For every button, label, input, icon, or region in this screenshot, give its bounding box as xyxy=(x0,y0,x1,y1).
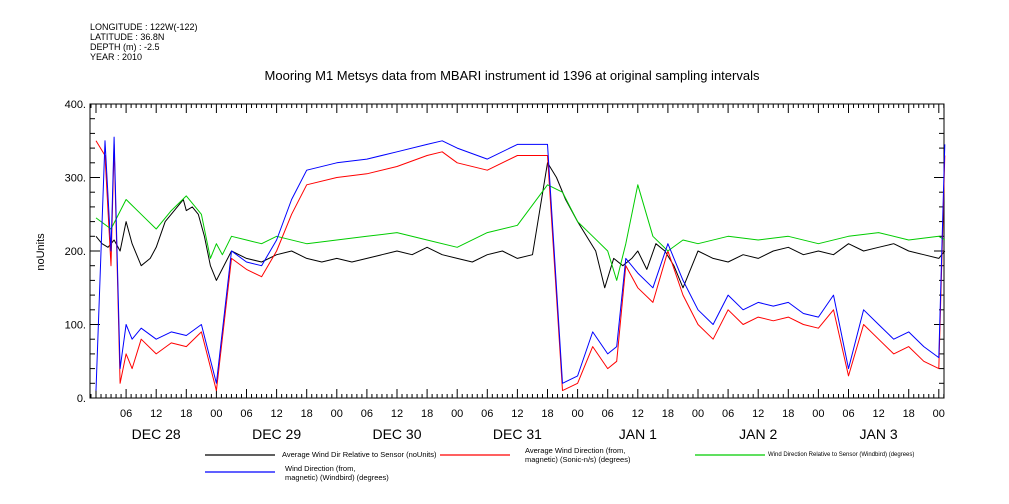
x-tick-label: 12 xyxy=(511,408,523,420)
series-line-0 xyxy=(95,162,946,289)
x-tick-label: 12 xyxy=(872,408,884,420)
x-tick-label: 00 xyxy=(692,408,704,420)
longitude-label: LONGITUDE : 122W(-122) xyxy=(90,22,198,32)
legend-label-green: Wind Direction Relative to Sensor (Windb… xyxy=(768,452,914,458)
day-label: DEC 29 xyxy=(252,426,301,442)
year-label: YEAR : 2010 xyxy=(90,52,142,62)
x-tick-label: 12 xyxy=(150,408,162,420)
x-tick-label: 06 xyxy=(120,408,132,420)
latitude-label: LATITUDE : 36.8N xyxy=(90,32,164,42)
y-axis: 0. 100. 200. 300. 400. xyxy=(65,99,944,405)
x-tick-label: 06 xyxy=(481,408,493,420)
day-label: DEC 30 xyxy=(372,426,421,442)
x-tick-label: 18 xyxy=(903,408,915,420)
x-axis: 06 12 18 00 06 12 18 00 06 12 18 00 06 12 18 00 06 12 18 00… xyxy=(90,104,945,442)
x-tick-label: 00 xyxy=(210,408,222,420)
x-tick-label: 18 xyxy=(301,408,313,420)
x-tick-label: 12 xyxy=(752,408,764,420)
day-label: DEC 28 xyxy=(132,426,181,442)
x-tick-label: 06 xyxy=(602,408,614,420)
series-line-2 xyxy=(95,184,946,281)
plot-frame xyxy=(89,103,945,399)
y-tick-label: 300. xyxy=(65,173,86,185)
x-tick-label: 06 xyxy=(240,408,252,420)
x-tick-label: 18 xyxy=(421,408,433,420)
y-tick-label: 0. xyxy=(77,393,86,405)
y-axis-label: noUnits xyxy=(35,233,47,271)
x-tick-label: 00 xyxy=(451,408,463,420)
series-group xyxy=(95,136,946,392)
legend-label-red-2: magnetic) (Sonic-n/s) (degrees) xyxy=(525,455,631,464)
series-line-3 xyxy=(95,136,946,391)
chart-title: Mooring M1 Metsys data from MBARI instru… xyxy=(265,68,760,83)
x-tick-label: 00 xyxy=(331,408,343,420)
legend-label-red-1: Average Wind Direction (from, xyxy=(525,446,625,455)
day-label: JAN 2 xyxy=(739,426,777,442)
y-tick-label: 100. xyxy=(65,320,86,332)
x-tick-label: 12 xyxy=(391,408,403,420)
x-tick-label: 18 xyxy=(782,408,794,420)
legend-label-black: Average Wind Dir Relative to Sensor (noU… xyxy=(282,450,437,459)
x-tick-label: 12 xyxy=(270,408,282,420)
day-label: DEC 31 xyxy=(493,426,542,442)
legend: Average Wind Dir Relative to Sensor (noU… xyxy=(205,446,914,482)
depth-label: DEPTH (m) : -2.5 xyxy=(90,42,160,52)
day-label: JAN 3 xyxy=(860,426,898,442)
x-tick-label: 00 xyxy=(933,408,945,420)
x-tick-label: 18 xyxy=(180,408,192,420)
y-tick-label: 400. xyxy=(65,99,86,111)
x-tick-label: 06 xyxy=(722,408,734,420)
x-tick-label: 06 xyxy=(361,408,373,420)
legend-label-blue-1: Wind Direction (from, xyxy=(285,464,355,473)
legend-label-blue-2: magnetic) (Windbird) (degrees) xyxy=(285,473,389,482)
x-tick-label: 12 xyxy=(632,408,644,420)
series-line-1 xyxy=(95,140,946,392)
x-tick-label: 00 xyxy=(571,408,583,420)
x-tick-label: 18 xyxy=(662,408,674,420)
x-tick-label: 06 xyxy=(842,408,854,420)
x-tick-label: 00 xyxy=(812,408,824,420)
day-label: JAN 1 xyxy=(619,426,657,442)
x-tick-label: 18 xyxy=(541,408,553,420)
y-tick-label: 200. xyxy=(65,246,86,258)
